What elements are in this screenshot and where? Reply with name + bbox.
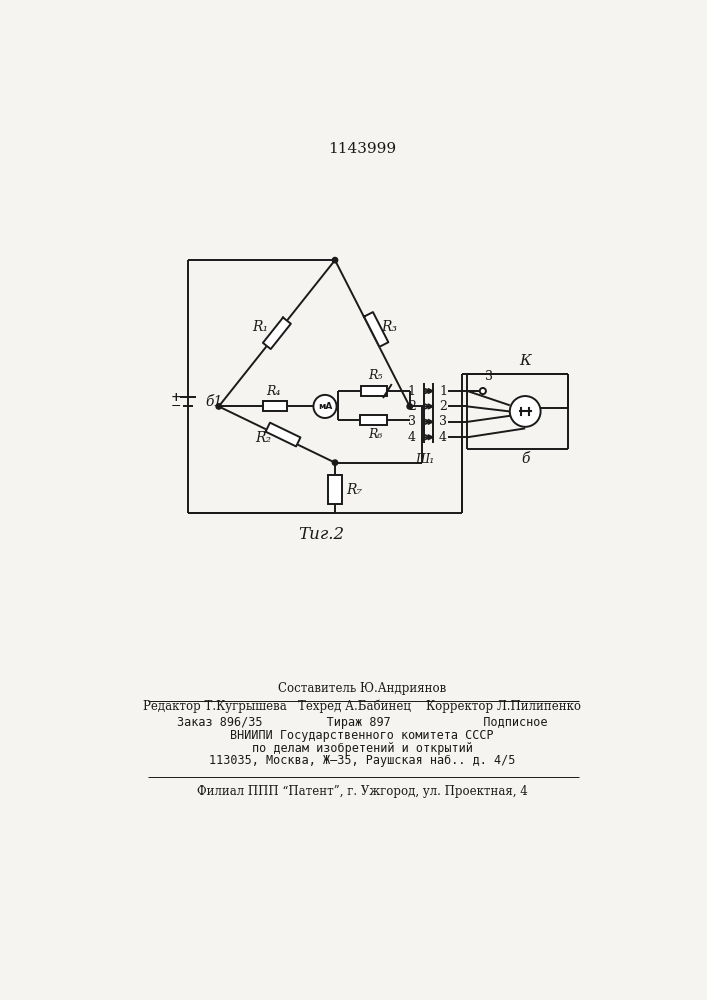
- Text: Ш₁: Ш₁: [416, 453, 435, 466]
- Text: 2: 2: [408, 400, 416, 413]
- Text: Составитель Ю.Андриянов: Составитель Ю.Андриянов: [278, 682, 446, 695]
- Text: 3: 3: [439, 415, 447, 428]
- Circle shape: [332, 460, 338, 465]
- Text: 3: 3: [485, 370, 493, 383]
- Circle shape: [480, 388, 486, 394]
- Polygon shape: [364, 312, 388, 347]
- Bar: [262, 401, 287, 411]
- Text: Редактор Т.Кугрышева   Техред А.Бабинец    Корректор Л.Пилипенко: Редактор Т.Кугрышева Техред А.Бабинец Ко…: [143, 700, 581, 713]
- Circle shape: [313, 395, 337, 418]
- Text: Τиг.2: Τиг.2: [298, 526, 344, 543]
- Circle shape: [510, 396, 541, 427]
- Text: +: +: [170, 391, 181, 404]
- Circle shape: [216, 404, 221, 409]
- Bar: [328, 475, 342, 504]
- Bar: [361, 415, 387, 425]
- Text: б: б: [521, 452, 530, 466]
- Text: R₁: R₁: [252, 320, 268, 334]
- Text: 113035, Москва, Ж–35, Раушская наб.. д. 4/5: 113035, Москва, Ж–35, Раушская наб.. д. …: [209, 754, 515, 767]
- Text: мА: мА: [318, 402, 332, 411]
- Circle shape: [332, 257, 338, 263]
- Text: R₄: R₄: [267, 385, 281, 398]
- Text: R₇: R₇: [346, 483, 362, 497]
- Text: 2: 2: [439, 400, 447, 413]
- Text: 1143999: 1143999: [328, 142, 396, 156]
- Text: 1: 1: [408, 385, 416, 398]
- Text: ВНИИПИ Государственного комитета СССР: ВНИИПИ Государственного комитета СССР: [230, 730, 493, 742]
- Polygon shape: [266, 423, 300, 446]
- Text: по делам изобретений и открытий: по делам изобретений и открытий: [252, 742, 472, 755]
- Text: Заказ 896/35         Тираж 897             Подписное: Заказ 896/35 Тираж 897 Подписное: [177, 716, 547, 729]
- Text: К: К: [520, 354, 531, 368]
- Text: −: −: [170, 400, 181, 413]
- Text: R₃: R₃: [381, 320, 397, 334]
- Text: Филиал ППП “Патент”, г. Ужгород, ул. Проектная, 4: Филиал ППП “Патент”, г. Ужгород, ул. Про…: [197, 785, 527, 798]
- Text: 4: 4: [408, 431, 416, 444]
- Text: 3: 3: [408, 415, 416, 428]
- Text: 4: 4: [439, 431, 447, 444]
- Text: R₆: R₆: [368, 428, 382, 441]
- Text: R₂: R₂: [255, 431, 271, 445]
- Text: 1: 1: [439, 385, 447, 398]
- Text: б1: б1: [205, 395, 222, 409]
- Circle shape: [407, 404, 412, 409]
- Polygon shape: [263, 318, 291, 349]
- Bar: [361, 386, 387, 396]
- Text: R₅: R₅: [368, 369, 382, 382]
